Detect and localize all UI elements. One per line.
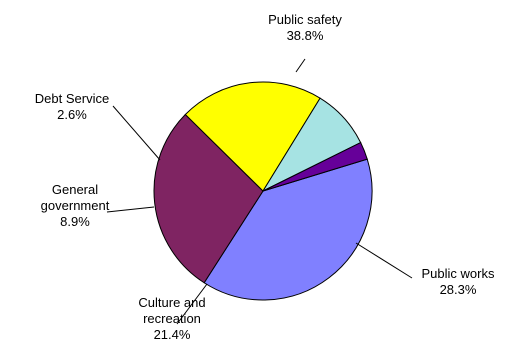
slice-name-label: Public works	[422, 266, 495, 281]
pie-slice-public-safety	[203, 158, 373, 301]
leader-line	[355, 242, 413, 279]
leader-line	[295, 58, 306, 73]
slice-name-label: recreation	[143, 311, 201, 326]
slice-name-label: Debt Service	[35, 91, 109, 106]
slice-name-label: government	[41, 198, 110, 213]
slice-label: Public safety 38.8%	[268, 12, 342, 43]
slice-label: Culture and recreation 21.4%	[138, 295, 205, 342]
leader-line	[176, 283, 208, 325]
slice-name-label: Public safety	[268, 12, 342, 27]
pie-slice-debt-service	[262, 141, 368, 192]
slice-name-label: General	[52, 182, 98, 197]
pie-slices	[153, 81, 373, 301]
slice-value-label: 28.3%	[440, 282, 477, 297]
slice-value-label: 2.6%	[57, 107, 87, 122]
pie-slice-public-works	[153, 113, 264, 284]
slice-value-label: 38.8%	[287, 28, 324, 43]
leader-line	[112, 105, 161, 161]
slice-label: Debt Service 2.6%	[35, 91, 109, 122]
slice-value-label: 21.4%	[154, 327, 191, 342]
slice-name-label: Culture and	[138, 295, 205, 310]
leader-line	[106, 206, 155, 213]
leader-lines	[106, 58, 413, 325]
pie-slice-culture-and-recreation	[184, 81, 321, 192]
slice-labels: Public safety 38.8% Public works 28.3% Cultu…	[35, 12, 495, 342]
slice-value-label: 8.9%	[60, 214, 90, 229]
slice-label: Public works 28.3%	[422, 266, 495, 297]
slice-label: General government 8.9%	[41, 182, 110, 229]
